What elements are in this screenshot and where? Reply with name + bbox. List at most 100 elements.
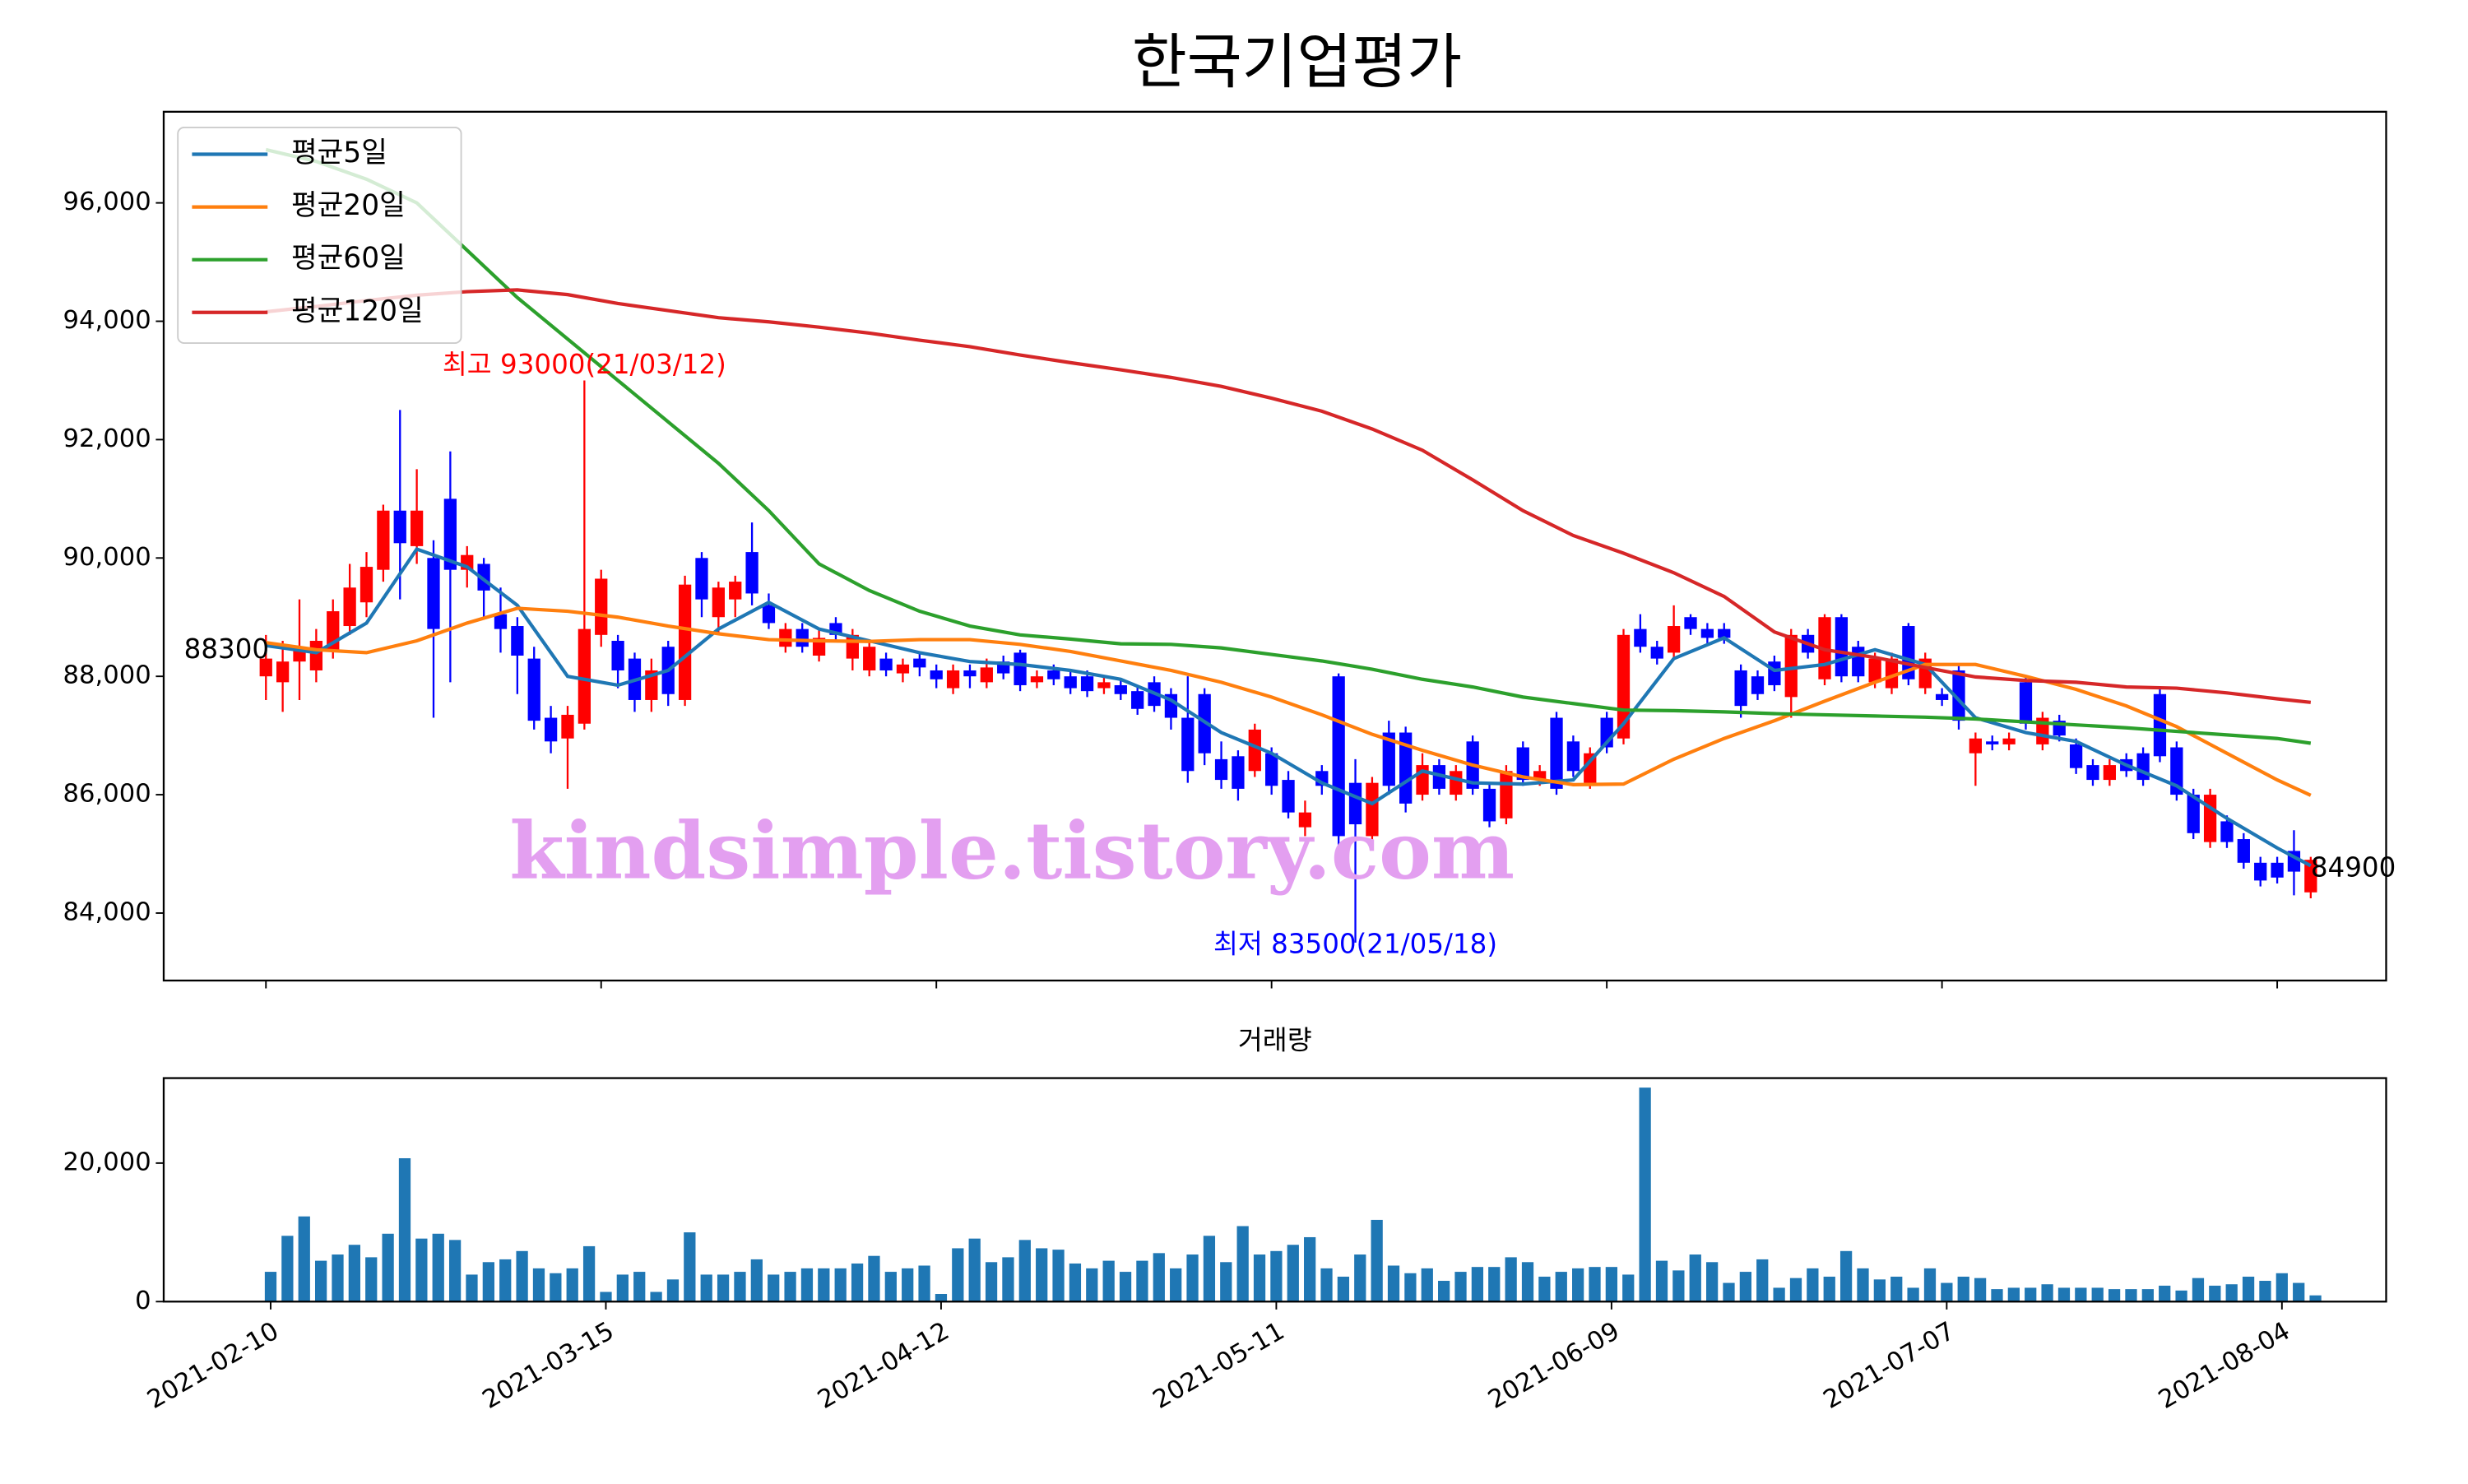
volume-bar xyxy=(1672,1270,1685,1302)
volume-bar xyxy=(935,1294,948,1302)
volume-bar xyxy=(2293,1282,2305,1302)
candle-body xyxy=(1516,747,1529,781)
volume-bar xyxy=(1438,1281,1450,1302)
candle-body xyxy=(1533,771,1547,781)
volume-bar xyxy=(1270,1250,1283,1302)
y-tick-label: 86,000 xyxy=(63,780,151,809)
candle-body xyxy=(1852,647,1865,677)
candle-body xyxy=(1282,780,1295,813)
candle-body xyxy=(561,714,574,739)
volume-bar xyxy=(314,1260,327,1302)
y-tick-label: 88,000 xyxy=(63,661,151,690)
volume-bar xyxy=(1320,1268,1333,1302)
candle-body xyxy=(2237,839,2250,863)
volume-bar xyxy=(818,1268,830,1302)
volume-bar xyxy=(1454,1272,1467,1302)
volume-bar xyxy=(1505,1257,1517,1302)
volume-bar xyxy=(800,1268,814,1302)
volume-bar xyxy=(1052,1250,1065,1302)
volume-bar xyxy=(985,1262,998,1302)
candle-body xyxy=(410,510,424,546)
volume-bar xyxy=(348,1245,360,1302)
candle-body xyxy=(377,510,390,570)
candle-body xyxy=(393,510,406,544)
volume-bar xyxy=(1304,1236,1316,1302)
candle-body xyxy=(1885,658,1899,689)
volume-bar xyxy=(466,1274,478,1302)
candle-body xyxy=(1080,676,1094,692)
candle-body xyxy=(1382,732,1395,786)
volume-bar xyxy=(2125,1289,2137,1302)
candle-body xyxy=(1935,693,1949,700)
volume-bar xyxy=(1102,1260,1115,1302)
volume-bar xyxy=(1857,1268,1869,1302)
candle-body xyxy=(1432,765,1446,789)
candle-body xyxy=(2136,753,2150,781)
volume-bar xyxy=(1655,1260,1668,1302)
y-tick-label: 96,000 xyxy=(63,188,151,216)
volume-bar xyxy=(1253,1254,1266,1302)
candle-body xyxy=(1482,788,1496,822)
candle-body xyxy=(712,587,725,618)
candle-body xyxy=(1835,617,1849,677)
annotation: 최고 93000(21/03/12) xyxy=(443,349,726,380)
volume-bar xyxy=(1488,1267,1501,1302)
volume-bar xyxy=(2141,1289,2154,1302)
price-label: 84900 xyxy=(2311,852,2396,883)
candle-body xyxy=(1584,753,1597,783)
volume-bar xyxy=(566,1268,578,1302)
volume-bar xyxy=(281,1236,294,1302)
volume-bar xyxy=(633,1272,646,1302)
volume-bar xyxy=(1371,1219,1383,1302)
candle-body xyxy=(1131,691,1144,709)
volume-bar xyxy=(516,1250,528,1302)
candle-body xyxy=(2271,862,2284,878)
candle-body xyxy=(2304,860,2317,893)
volume-bar xyxy=(1991,1289,2003,1302)
volume-bar xyxy=(1890,1276,1903,1302)
volume-bar xyxy=(1723,1282,1735,1302)
candle-body xyxy=(276,661,290,683)
axes-frame xyxy=(162,110,2387,982)
volume-bar xyxy=(1538,1276,1551,1302)
candle-body xyxy=(1097,682,1111,689)
volume-bar xyxy=(1807,1268,1819,1302)
candle-body xyxy=(1366,782,1379,837)
volume-bar xyxy=(448,1240,462,1302)
candle-body xyxy=(511,626,524,656)
volume-bar xyxy=(2025,1287,2037,1302)
volume-bar xyxy=(1404,1273,1417,1302)
candle-body xyxy=(796,628,809,647)
candle-body xyxy=(695,558,708,600)
candle-body xyxy=(1634,628,1647,647)
volume-bar xyxy=(1086,1268,1098,1302)
candle-body xyxy=(1868,658,1881,683)
legend-box xyxy=(177,127,462,345)
candle-body xyxy=(1064,676,1077,689)
candle-body xyxy=(745,552,758,594)
volume-bar xyxy=(784,1272,796,1302)
candle-body xyxy=(259,658,272,677)
candle-body xyxy=(2220,821,2234,842)
candle-body xyxy=(1030,676,1044,683)
candle-body xyxy=(2002,738,2016,744)
volume-bar xyxy=(1622,1274,1635,1302)
candle-body xyxy=(1700,628,1714,638)
candle-body xyxy=(1265,753,1278,786)
volume-bar xyxy=(1337,1276,1350,1302)
candle-body xyxy=(544,717,558,742)
annotation: 최저 83500(21/05/18) xyxy=(1213,929,1497,960)
volume-bar xyxy=(1974,1278,1987,1302)
candle-body xyxy=(1751,676,1765,694)
y-tick-label: 94,000 xyxy=(63,306,151,335)
volume-bar xyxy=(750,1259,763,1302)
volume-bar xyxy=(1572,1268,1584,1302)
volume-bar xyxy=(650,1292,662,1302)
volume-bar xyxy=(2275,1273,2288,1302)
candle-body xyxy=(1768,661,1781,685)
candle-body xyxy=(729,582,742,600)
y-tick-label: 92,000 xyxy=(63,424,151,453)
candle-body xyxy=(678,584,692,700)
volume-bar xyxy=(616,1274,629,1302)
candle-body xyxy=(2254,862,2267,881)
